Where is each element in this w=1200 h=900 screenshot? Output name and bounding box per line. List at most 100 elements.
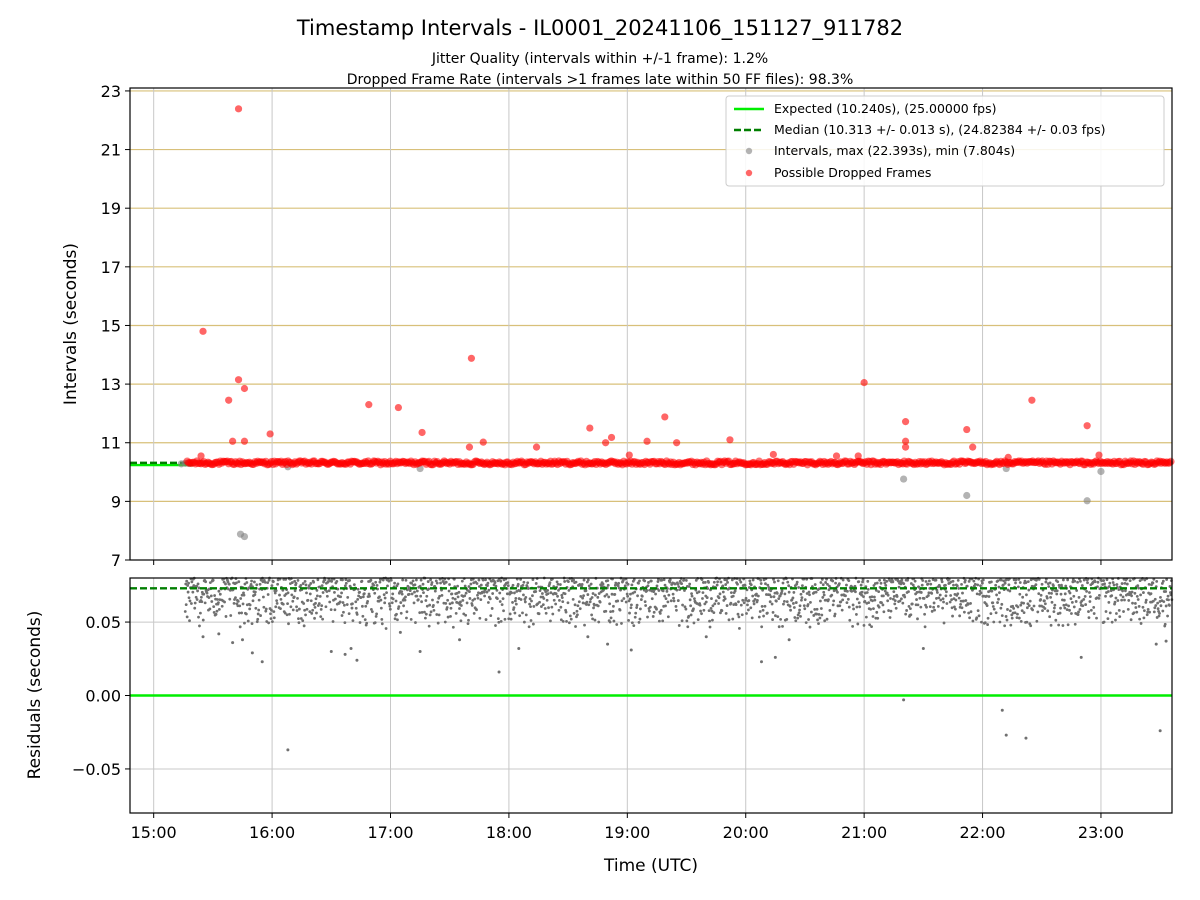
residual-point — [1132, 611, 1136, 615]
residual-point — [1081, 604, 1085, 608]
residual-point — [272, 610, 276, 614]
residual-point — [711, 618, 714, 622]
residual-outlier-point — [286, 748, 290, 752]
residual-point — [313, 605, 317, 609]
residual-point — [310, 611, 314, 615]
residual-point — [845, 601, 849, 605]
residual-point — [423, 616, 427, 620]
residual-point — [329, 608, 333, 611]
residual-point — [361, 595, 365, 599]
residual-point — [330, 579, 334, 583]
residual-point — [212, 605, 216, 608]
residual-point — [1063, 606, 1067, 610]
residual-point — [1137, 586, 1141, 590]
residual-point — [1133, 591, 1137, 595]
residual-point — [572, 611, 576, 615]
residual-point — [228, 597, 232, 601]
residual-point — [774, 614, 777, 618]
residual-point — [314, 601, 317, 605]
residual-point — [518, 614, 522, 618]
residual-point — [364, 604, 368, 608]
residual-point — [918, 596, 922, 600]
residual-point — [1110, 620, 1114, 624]
residual-point — [1080, 584, 1084, 587]
residual-point — [646, 615, 649, 619]
residual-point — [369, 607, 373, 611]
residual-point — [391, 597, 395, 601]
residual-point — [877, 605, 881, 609]
residual-point — [817, 612, 821, 616]
residual-point — [1052, 584, 1055, 588]
residual-point — [1027, 604, 1031, 608]
residual-point — [516, 582, 520, 586]
residual-point — [608, 620, 612, 624]
residual-point — [824, 581, 828, 584]
residual-point — [1077, 610, 1080, 614]
x-tick-label: 16:00 — [249, 823, 295, 842]
residual-point — [522, 580, 526, 584]
residual-point — [1063, 592, 1067, 596]
dropped-frame-point — [769, 450, 777, 459]
residual-point — [1095, 616, 1098, 620]
residual-point — [239, 597, 243, 600]
residual-point — [709, 606, 713, 610]
residual-point — [1084, 603, 1088, 606]
residual-point — [852, 607, 855, 611]
dropped-frame-point — [234, 376, 243, 384]
residual-point — [683, 605, 687, 609]
residual-point — [821, 583, 825, 587]
residual-point — [1167, 598, 1170, 602]
residual-point — [1008, 609, 1012, 613]
residual-point — [1025, 606, 1029, 610]
residual-point — [1114, 596, 1118, 600]
residual-point — [508, 612, 512, 616]
residual-point — [872, 584, 876, 587]
residual-point — [538, 600, 541, 604]
residual-point — [787, 590, 791, 594]
residual-point — [1037, 592, 1041, 596]
residual-point — [529, 619, 533, 622]
residual-point — [975, 616, 979, 620]
residual-outlier-point — [760, 660, 764, 664]
residual-point — [1102, 579, 1106, 582]
residual-point — [513, 591, 516, 595]
residual-point — [771, 618, 774, 621]
residual-point — [666, 615, 670, 619]
residual-point — [294, 581, 298, 585]
residual-point — [187, 596, 191, 600]
residual-point — [217, 601, 220, 605]
residual-point — [715, 583, 719, 587]
residual-point — [1024, 581, 1028, 584]
residual-point — [348, 578, 352, 582]
residual-point — [857, 601, 861, 605]
residual-point — [1145, 613, 1149, 617]
residual-point — [688, 598, 692, 602]
residual-point — [751, 594, 755, 598]
residual-point — [303, 608, 307, 612]
residual-point — [746, 603, 749, 607]
residual-point — [819, 607, 823, 610]
residual-point — [479, 583, 483, 587]
dropped-frame-point — [225, 396, 233, 404]
residual-point — [316, 578, 320, 582]
residual-point — [657, 589, 661, 592]
residual-point — [506, 581, 510, 585]
residual-point — [747, 599, 751, 602]
residual-point — [254, 606, 258, 610]
residual-point — [927, 591, 931, 595]
residual-point — [688, 582, 692, 586]
residual-point — [388, 604, 392, 608]
residual-point — [343, 584, 347, 588]
residual-point — [919, 605, 923, 609]
residual-point — [830, 593, 834, 597]
residual-point — [585, 600, 589, 604]
residual-point — [985, 604, 989, 608]
residual-point — [860, 593, 864, 597]
residual-point — [1088, 591, 1091, 594]
residual-point — [1087, 610, 1090, 613]
residual-point — [257, 608, 261, 612]
residual-point — [406, 584, 410, 588]
residual-point — [759, 578, 763, 582]
residual-point — [630, 603, 633, 607]
